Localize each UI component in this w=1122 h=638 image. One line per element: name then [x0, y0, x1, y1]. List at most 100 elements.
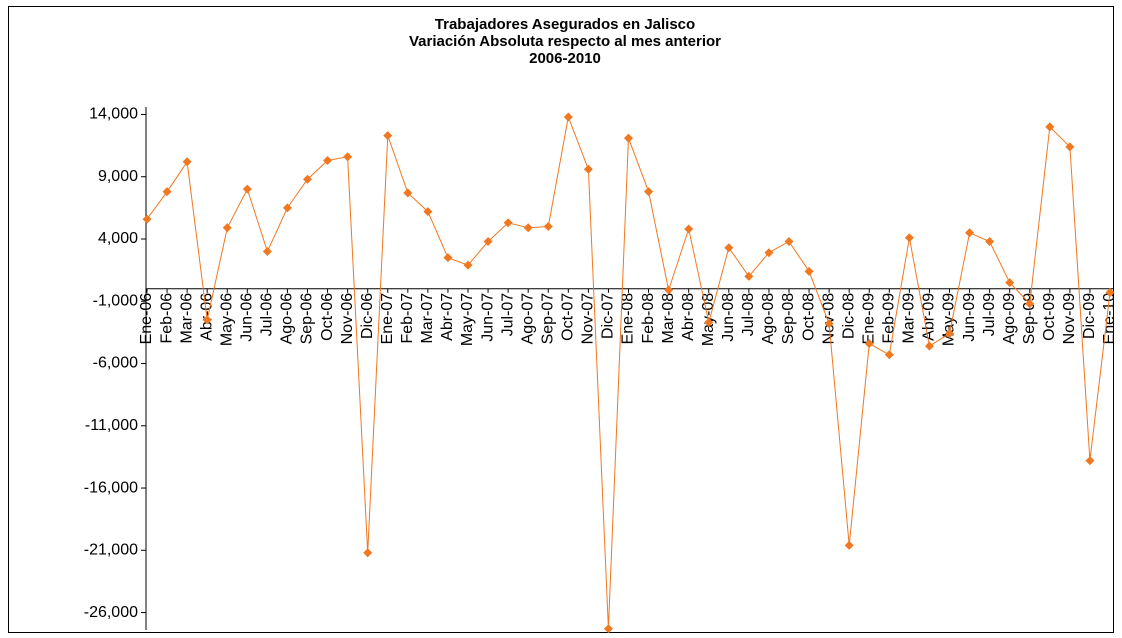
data-point: [222, 223, 232, 233]
y-tick-label: -1,000: [93, 292, 138, 309]
x-tick-label: Feb-06: [158, 293, 175, 344]
data-point: [804, 266, 814, 276]
x-tick-label: Nov-07: [580, 293, 597, 345]
x-tick-label: Dic-06: [359, 293, 376, 339]
data-point: [262, 246, 272, 256]
x-tick-label: Oct-09: [1041, 293, 1058, 341]
x-tick-label: Ago-07: [519, 293, 536, 345]
x-tick-label: Ene-08: [620, 293, 637, 345]
data-point: [884, 350, 894, 360]
data-point: [1105, 288, 1115, 298]
data-point: [403, 188, 413, 198]
y-tick-label: -6,000: [93, 355, 138, 372]
y-tick-label: -26,000: [84, 604, 138, 621]
x-tick-label: Jul-08: [740, 293, 757, 337]
data-point: [864, 339, 874, 349]
data-point: [744, 271, 754, 281]
data-point: [603, 624, 613, 634]
x-tick-label: Jul-09: [981, 293, 998, 337]
data-point: [162, 187, 172, 197]
data-point: [985, 236, 995, 246]
x-tick-label: Jun-08: [720, 293, 737, 342]
data-point: [383, 131, 393, 141]
data-point: [624, 133, 633, 143]
data-point: [303, 174, 312, 184]
x-tick-label: Nov-09: [1061, 293, 1078, 345]
data-point: [523, 223, 533, 233]
data-point: [764, 248, 774, 258]
x-tick-label: Sep-08: [780, 293, 797, 345]
x-tick-label: Mar-07: [419, 293, 436, 344]
data-point: [965, 228, 975, 238]
data-point: [844, 540, 854, 550]
x-tick-label: Jun-07: [479, 293, 496, 342]
data-point: [443, 253, 453, 263]
data-point: [423, 207, 433, 217]
data-point: [1045, 122, 1055, 132]
data-point: [924, 341, 934, 351]
data-point: [1025, 299, 1035, 309]
chart-border: [8, 6, 1114, 633]
data-point: [503, 218, 513, 228]
data-point: [242, 184, 252, 194]
x-tick-label: Sep-09: [1021, 293, 1038, 345]
data-point: [483, 236, 493, 246]
x-tick-label: Jun-06: [239, 293, 256, 342]
y-tick-label: 4,000: [98, 230, 138, 247]
data-point: [664, 285, 674, 295]
x-tick-label: Ago-09: [1001, 293, 1018, 345]
x-tick-label: Ago-08: [760, 293, 777, 345]
x-tick-label: Ago-06: [279, 293, 296, 345]
x-tick-label: May-06: [218, 293, 235, 346]
x-tick-label: Jun-09: [961, 293, 978, 342]
data-point: [323, 156, 333, 166]
x-tick-label: Oct-07: [560, 293, 577, 341]
data-point: [824, 319, 834, 329]
data-point: [563, 112, 573, 122]
x-tick-label: Feb-08: [640, 293, 657, 344]
data-point: [684, 224, 694, 234]
data-point: [583, 164, 593, 174]
x-tick-label: Abr-09: [921, 293, 938, 341]
chart-title: Trabajadores Asegurados en Jalisco: [435, 16, 695, 33]
x-tick-label: Ene-07: [379, 293, 396, 345]
y-tick-label: 9,000: [98, 168, 138, 185]
x-tick-label: Abr-08: [680, 293, 697, 341]
x-tick-label: Feb-07: [399, 293, 416, 344]
x-tick-label: Mar-08: [660, 293, 677, 344]
x-tick-label: May-07: [459, 293, 476, 346]
chart-years: 2006-2010: [529, 50, 601, 67]
x-tick-label: Feb-09: [881, 293, 898, 344]
x-tick-label: Ene-09: [860, 293, 877, 345]
data-point: [142, 214, 152, 224]
data-point: [202, 315, 212, 325]
data-point: [282, 203, 292, 213]
data-point: [363, 548, 373, 558]
data-point: [945, 329, 954, 339]
data-point: [182, 157, 192, 167]
chart-subtitle: Variación Absoluta respecto al mes anter…: [409, 33, 721, 50]
x-tick-label: Oct-08: [800, 293, 817, 341]
data-point: [904, 233, 914, 243]
data-point: [704, 317, 714, 327]
data-point: [1005, 278, 1015, 288]
x-tick-label: Dic-08: [840, 293, 857, 339]
y-tick-label: 14,000: [89, 106, 138, 123]
x-tick-label: Jul-06: [259, 293, 276, 337]
x-tick-label: Nov-06: [339, 293, 356, 345]
data-point: [644, 187, 654, 197]
x-tick-label: Ene-06: [138, 293, 155, 345]
x-tick-label: Oct-06: [319, 293, 336, 341]
x-tick-label: Dic-07: [600, 293, 617, 339]
x-tick-label: Dic-09: [1081, 293, 1098, 339]
x-tick-label: Nov-08: [820, 293, 837, 345]
x-tick-label: Abr-07: [439, 293, 456, 341]
x-tick-label: Ene-10: [1101, 293, 1118, 345]
data-point: [784, 236, 794, 246]
data-point: [343, 152, 353, 162]
data-point: [724, 243, 734, 253]
data-point: [543, 222, 553, 232]
x-tick-label: Jul-07: [499, 293, 516, 337]
y-tick-label: -21,000: [84, 542, 138, 559]
